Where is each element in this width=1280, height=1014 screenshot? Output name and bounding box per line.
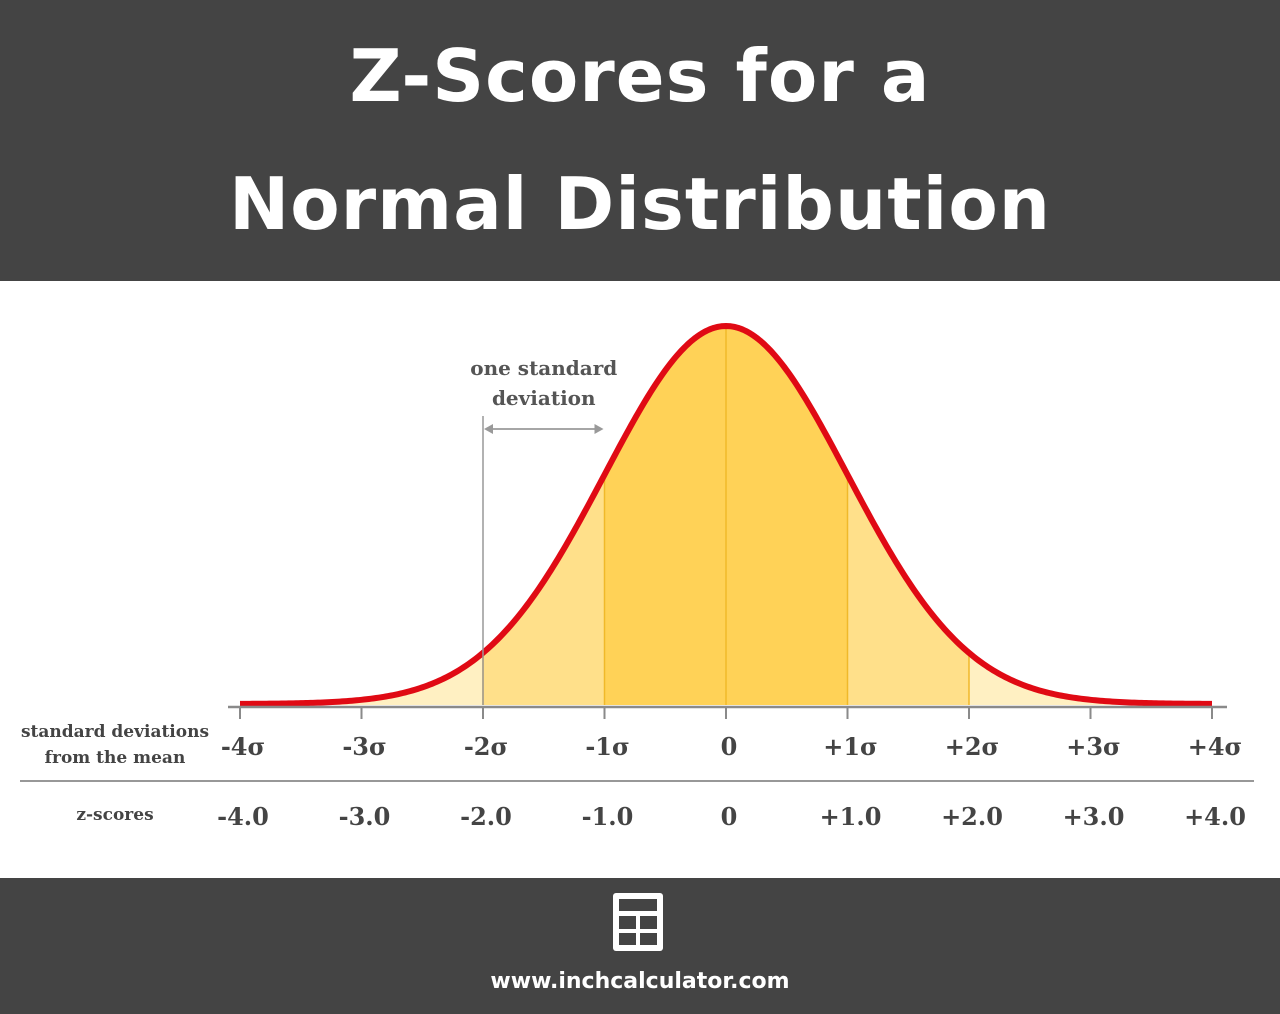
z-tick-label: -1.0 xyxy=(582,802,634,831)
z-tick-label: -4.0 xyxy=(217,802,269,831)
sd-tick-label: -1σ xyxy=(585,732,629,761)
normal-curve xyxy=(239,323,1213,707)
sd-tick-label: -3σ xyxy=(342,732,386,761)
annotation-text-line2: deviation xyxy=(492,386,596,410)
sd-tick-label: +1σ xyxy=(823,732,878,761)
sd-tick-label: +4σ xyxy=(1188,732,1243,761)
z-tick-label: +3.0 xyxy=(1063,802,1125,831)
shaded-region-4 xyxy=(969,653,1212,705)
normal-distribution-chart: one standard deviation standard deviatio… xyxy=(0,281,1280,878)
z-tick-label: 0 xyxy=(721,802,738,831)
sd-tick-label: -4σ xyxy=(221,732,265,761)
title-line-1: Z-Scores for a xyxy=(349,34,931,118)
normal-distribution-svg: one standard deviation standard deviatio… xyxy=(20,323,1254,831)
sd-row-label-line2: from the mean xyxy=(45,748,186,768)
shaded-region-3 xyxy=(240,653,483,705)
annotation-text-line1: one standard xyxy=(470,356,617,380)
header-banner: Z-Scores for a Normal Distribution xyxy=(0,0,1280,281)
one-sd-annotation: one standard deviation xyxy=(470,356,617,705)
z-tick-label: +4.0 xyxy=(1184,802,1246,831)
calculator-icon xyxy=(613,893,663,951)
sd-tick-label: -2σ xyxy=(464,732,508,761)
z-tick-label: -2.0 xyxy=(460,802,512,831)
sd-tick-label: 0 xyxy=(721,732,738,761)
z-tick-label: +2.0 xyxy=(941,802,1003,831)
sd-tick-label: +3σ xyxy=(1066,732,1121,761)
annotation-arrowhead-left xyxy=(484,424,493,434)
sd-tick-label: +2σ xyxy=(945,732,1000,761)
sd-row-label-line1: standard deviations xyxy=(21,722,209,742)
footer-url[interactable]: www.inchcalculator.com xyxy=(490,969,790,994)
z-score-row-label: z-scores xyxy=(76,805,153,825)
title-line-2: Normal Distribution xyxy=(228,162,1052,246)
z-tick-label: -3.0 xyxy=(339,802,391,831)
annotation-arrowhead-right xyxy=(594,424,604,434)
z-tick-label: +1.0 xyxy=(820,802,882,831)
